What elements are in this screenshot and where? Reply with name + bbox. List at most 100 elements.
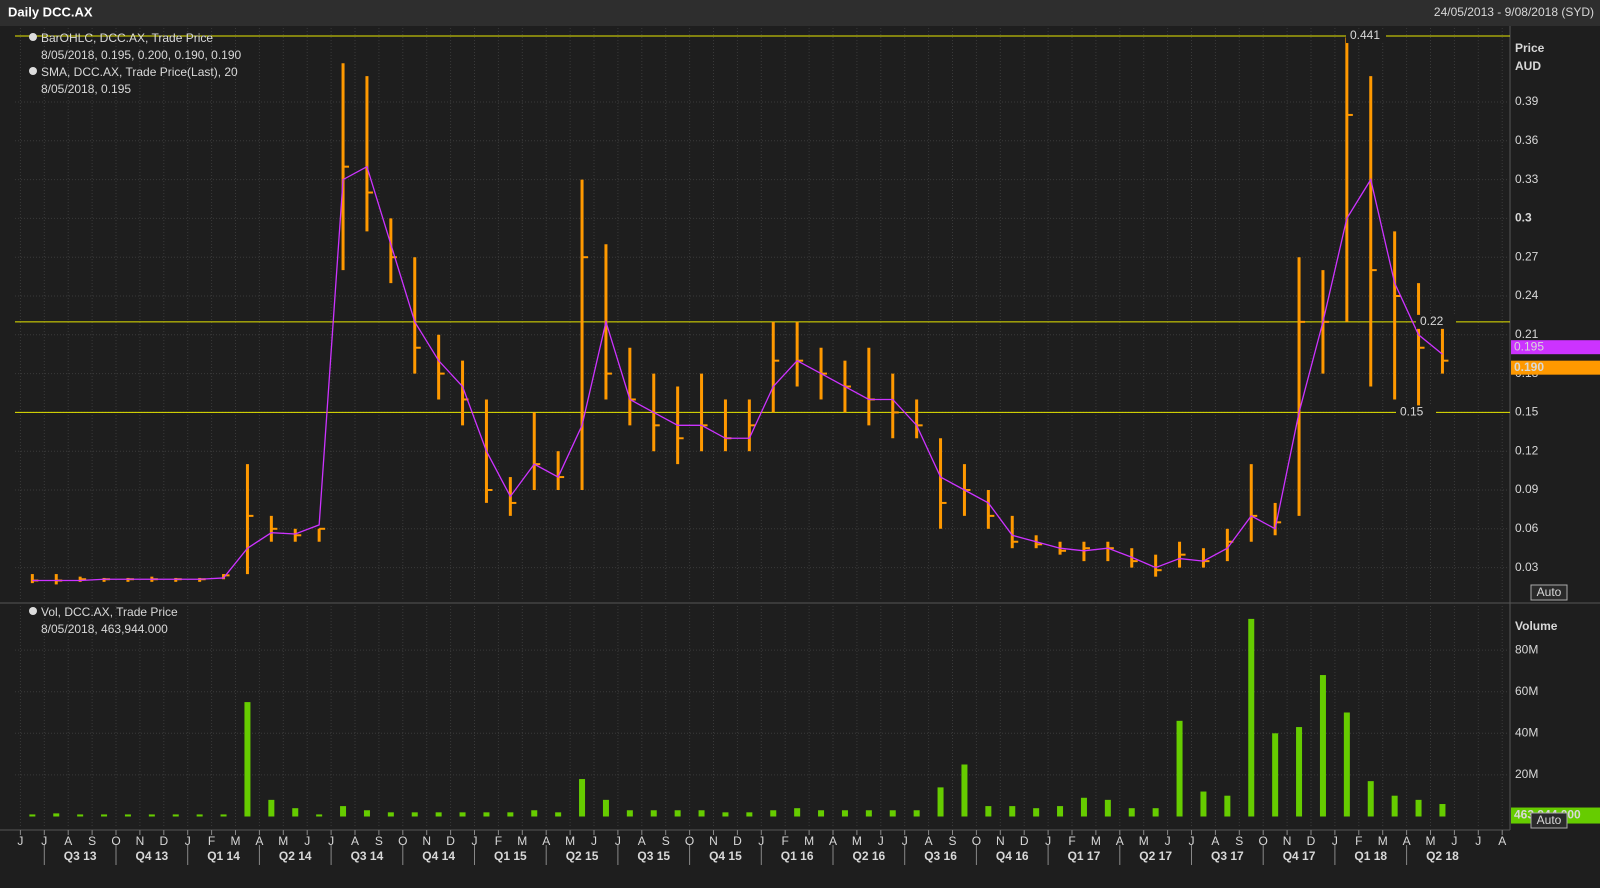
x-tick-label: J bbox=[1189, 834, 1195, 848]
volume-bar bbox=[148, 814, 155, 817]
legend-entry: SMA, DCC.AX, Trade Price(Last), 20 bbox=[41, 65, 238, 79]
x-tick-label: J bbox=[328, 834, 334, 848]
volume-bar bbox=[865, 810, 872, 817]
volume-bar bbox=[1176, 720, 1183, 817]
quarter-label: Q4 13 bbox=[135, 849, 168, 863]
quarter-label: Q2 17 bbox=[1139, 849, 1172, 863]
x-tick-label: M bbox=[1426, 834, 1436, 848]
volume-bar bbox=[1200, 791, 1207, 817]
x-tick-label: J bbox=[1165, 834, 1171, 848]
legend-entry: BarOHLC, DCC.AX, Trade Price bbox=[41, 31, 213, 45]
y-tick-label: 0.24 bbox=[1515, 288, 1539, 302]
chart-title: Daily DCC.AX bbox=[8, 4, 93, 19]
volume-bar bbox=[1009, 806, 1016, 817]
x-tick-label: J bbox=[1332, 834, 1338, 848]
y-tick-label: 20M bbox=[1515, 767, 1538, 781]
volume-bar bbox=[268, 799, 275, 817]
legend-detail: 8/05/2018, 0.195 bbox=[41, 82, 131, 96]
reference-label: 0.22 bbox=[1420, 314, 1444, 328]
x-tick-label: O bbox=[1259, 834, 1268, 848]
x-tick-label: O bbox=[972, 834, 981, 848]
quarter-label: Q4 16 bbox=[996, 849, 1029, 863]
volume-bar bbox=[555, 812, 562, 817]
y-tick-label: 60M bbox=[1515, 684, 1538, 698]
x-tick-label: J bbox=[17, 834, 23, 848]
sma-line bbox=[32, 165, 1443, 582]
x-tick-label: A bbox=[925, 834, 933, 848]
volume-bar bbox=[1415, 799, 1422, 817]
y-tick-label: 0.36 bbox=[1515, 133, 1539, 147]
x-tick-label: J bbox=[1475, 834, 1481, 848]
volume-bar bbox=[889, 810, 896, 817]
volume-bar bbox=[124, 814, 131, 817]
volume-bar bbox=[1057, 806, 1064, 817]
volume-bar bbox=[1033, 808, 1040, 817]
auto-button[interactable] bbox=[1530, 812, 1568, 829]
x-tick-label: J bbox=[304, 834, 310, 848]
x-tick-label: J bbox=[591, 834, 597, 848]
x-tick-label: A bbox=[1211, 834, 1219, 848]
x-tick-label: N bbox=[1283, 834, 1292, 848]
x-tick-label: M bbox=[1091, 834, 1101, 848]
y-tick-label: 0.33 bbox=[1515, 172, 1539, 186]
volume-bar bbox=[411, 812, 418, 817]
volume-bar bbox=[53, 813, 60, 817]
volume-bar bbox=[77, 814, 84, 817]
volume-bar bbox=[770, 810, 777, 817]
auto-button-label[interactable]: Auto bbox=[1537, 585, 1562, 599]
volume-bar bbox=[459, 812, 466, 817]
y-tick-label: 80M bbox=[1515, 642, 1538, 656]
volume-bar bbox=[101, 814, 108, 817]
quarter-label: Q2 18 bbox=[1426, 849, 1459, 863]
x-tick-label: S bbox=[375, 834, 383, 848]
auto-button-label[interactable]: Auto bbox=[1537, 813, 1562, 827]
volume-bar bbox=[1343, 712, 1350, 817]
x-tick-label: M bbox=[852, 834, 862, 848]
x-tick-label: A bbox=[829, 834, 837, 848]
quarter-label: Q4 15 bbox=[709, 849, 742, 863]
reference-label-bg bbox=[1346, 29, 1386, 44]
volume-bar bbox=[961, 764, 968, 817]
x-tick-label: O bbox=[685, 834, 694, 848]
volume-bar bbox=[1224, 795, 1231, 817]
x-tick-label: A bbox=[1498, 834, 1506, 848]
quarter-label: Q1 16 bbox=[781, 849, 814, 863]
quarter-label: Q1 18 bbox=[1354, 849, 1387, 863]
auto-button[interactable] bbox=[1530, 584, 1568, 601]
quarter-label: Q1 14 bbox=[207, 849, 240, 863]
x-tick-label: N bbox=[996, 834, 1005, 848]
y-axis-title: AUD bbox=[1515, 59, 1541, 73]
x-tick-label: M bbox=[517, 834, 527, 848]
volume-bar bbox=[196, 814, 203, 817]
volume-bar bbox=[1367, 781, 1374, 817]
volume-bar bbox=[650, 810, 657, 817]
quarter-label: Q3 16 bbox=[924, 849, 957, 863]
volume-bar bbox=[1080, 797, 1087, 817]
x-tick-label: M bbox=[278, 834, 288, 848]
volume-bar bbox=[340, 806, 347, 817]
y-tick-label: 0.12 bbox=[1515, 443, 1539, 457]
legend-detail: 8/05/2018, 463,944.000 bbox=[41, 622, 168, 636]
x-tick-label: D bbox=[1307, 834, 1316, 848]
volume-bar bbox=[841, 810, 848, 817]
volume-bar bbox=[172, 814, 179, 817]
date-range: 24/05/2013 - 9/08/2018 (SYD) bbox=[1434, 5, 1594, 19]
volume-bar bbox=[363, 810, 370, 817]
y-tick-label: 0.03 bbox=[1515, 560, 1539, 574]
volume-bar bbox=[220, 814, 227, 817]
quarter-label: Q3 13 bbox=[64, 849, 97, 863]
volume-bar bbox=[29, 814, 36, 817]
x-tick-label: A bbox=[351, 834, 359, 848]
volume-bar bbox=[1319, 675, 1326, 817]
volume-bar bbox=[985, 806, 992, 817]
y-tick-label: 0.15 bbox=[1515, 405, 1539, 419]
legend-icon bbox=[29, 33, 37, 41]
volume-bar bbox=[698, 810, 705, 817]
x-tick-label: F bbox=[208, 834, 215, 848]
x-tick-label: A bbox=[638, 834, 646, 848]
volume-bar bbox=[507, 812, 514, 817]
reference-label-bg bbox=[1416, 314, 1456, 329]
y-tick-label: 0.21 bbox=[1515, 327, 1539, 341]
x-tick-label: J bbox=[1451, 834, 1457, 848]
